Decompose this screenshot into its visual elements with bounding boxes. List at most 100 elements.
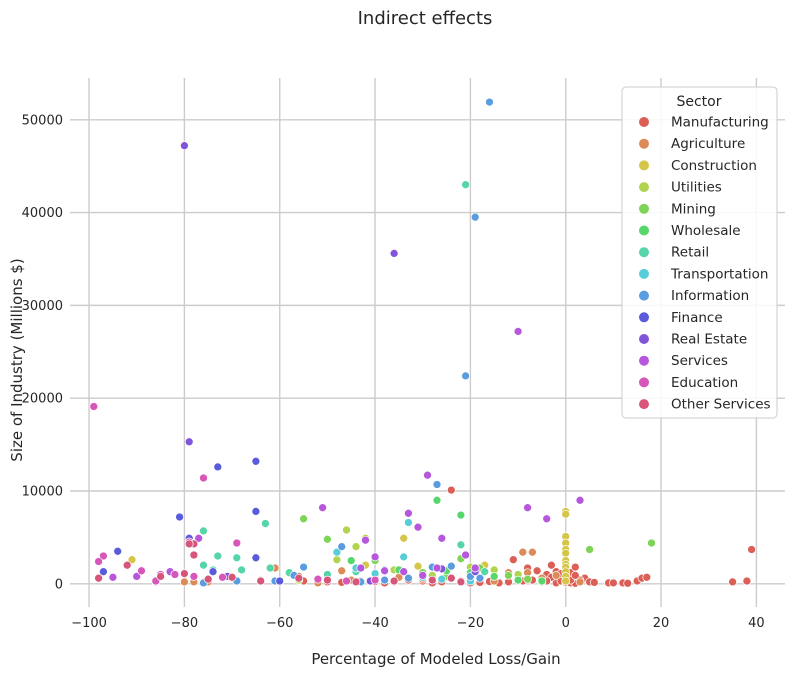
- data-point: [523, 503, 532, 513]
- x-tick-label: 0: [562, 616, 570, 631]
- y-tick-label: 20000: [22, 392, 63, 407]
- data-point: [237, 565, 246, 575]
- data-point: [470, 563, 480, 573]
- data-point: [532, 566, 542, 576]
- data-point: [99, 567, 108, 577]
- legend-marker: [639, 355, 649, 366]
- legend-box: [621, 86, 778, 419]
- data-point: [575, 577, 585, 587]
- data-point: [132, 572, 142, 581]
- chart-title: Indirect effects: [358, 8, 493, 29]
- data-point: [456, 577, 466, 587]
- legend-entry-label: Real Estate: [671, 332, 747, 348]
- data-point: [623, 578, 633, 588]
- data-point: [194, 533, 204, 543]
- data-point: [480, 567, 490, 577]
- data-point: [413, 522, 423, 532]
- data-point: [323, 534, 332, 544]
- data-point: [489, 572, 499, 581]
- data-point: [413, 561, 423, 571]
- data-point: [399, 567, 409, 577]
- data-point: [561, 576, 571, 586]
- data-point: [528, 547, 537, 557]
- legend-entry-label: Transportation: [670, 266, 768, 282]
- data-point: [137, 566, 146, 576]
- legend-marker: [639, 334, 649, 344]
- data-point: [518, 547, 528, 557]
- y-tick-label: 40000: [22, 206, 63, 221]
- data-point: [423, 470, 432, 480]
- data-point: [561, 509, 571, 519]
- data-point: [351, 577, 361, 587]
- data-point: [513, 575, 523, 585]
- data-point: [208, 567, 218, 577]
- legend-entry-label: Utilities: [671, 180, 722, 196]
- data-point: [180, 569, 189, 578]
- data-point: [294, 573, 304, 583]
- x-axis-label: Percentage of Modeled Loss/Gain: [311, 650, 560, 668]
- y-tick-label: 50000: [22, 113, 63, 128]
- data-point: [323, 575, 332, 585]
- x-tick-label: 20: [653, 616, 670, 631]
- data-point: [337, 566, 347, 576]
- data-point: [432, 480, 442, 489]
- data-point: [227, 572, 237, 582]
- x-tick-label: 40: [748, 616, 765, 631]
- data-point: [346, 556, 356, 565]
- data-point: [189, 572, 199, 581]
- legend: Sector Manufacturing Agriculture Construct…: [621, 86, 778, 419]
- data-point: [399, 552, 409, 562]
- data-point: [313, 574, 323, 584]
- data-point: [561, 548, 571, 558]
- data-point: [213, 551, 223, 561]
- data-point: [351, 542, 361, 552]
- data-point: [542, 514, 552, 524]
- legend-marker: [639, 138, 649, 149]
- data-point: [108, 572, 118, 582]
- data-point: [446, 561, 456, 571]
- data-point: [728, 577, 737, 587]
- data-point: [537, 576, 547, 586]
- data-point: [251, 553, 261, 563]
- data-point: [399, 533, 409, 543]
- y-axis-ticks: 0 10000 20000 30000 40000 50000: [22, 113, 63, 592]
- x-tick-label: −100: [71, 616, 107, 631]
- data-point: [232, 538, 242, 548]
- data-point: [156, 572, 165, 581]
- legend-marker: [639, 203, 649, 214]
- data-point: [184, 539, 194, 549]
- legend-entry-label: Wholesale: [671, 223, 741, 239]
- data-point: [642, 572, 652, 582]
- legend-marker: [639, 312, 649, 323]
- data-point: [370, 575, 380, 585]
- legend-marker: [639, 268, 649, 279]
- data-point: [389, 576, 399, 586]
- data-point: [461, 371, 470, 381]
- data-point: [184, 437, 194, 447]
- data-point: [299, 562, 308, 572]
- data-point: [380, 575, 389, 585]
- data-points: [89, 97, 756, 588]
- legend-title: Sector: [676, 94, 721, 110]
- data-point: [122, 560, 132, 570]
- data-point: [127, 555, 137, 565]
- data-point: [432, 563, 442, 573]
- data-point: [461, 180, 470, 190]
- data-point: [203, 574, 213, 584]
- data-point: [232, 553, 242, 563]
- legend-entry-label: Information: [671, 288, 749, 304]
- data-point: [199, 560, 208, 570]
- data-point: [470, 212, 480, 222]
- data-point: [508, 555, 518, 565]
- legend-marker: [639, 117, 649, 127]
- legend-entry-label: Retail: [671, 245, 709, 261]
- legend-marker: [639, 182, 649, 193]
- data-point: [570, 562, 580, 572]
- legend-entry-label: Services: [671, 353, 728, 369]
- data-point: [647, 538, 656, 548]
- x-tick-label: −40: [361, 616, 388, 631]
- data-point: [275, 576, 285, 586]
- data-point: [251, 507, 261, 516]
- legend-entry-label: Mining: [671, 201, 716, 217]
- legend-marker: [639, 377, 649, 388]
